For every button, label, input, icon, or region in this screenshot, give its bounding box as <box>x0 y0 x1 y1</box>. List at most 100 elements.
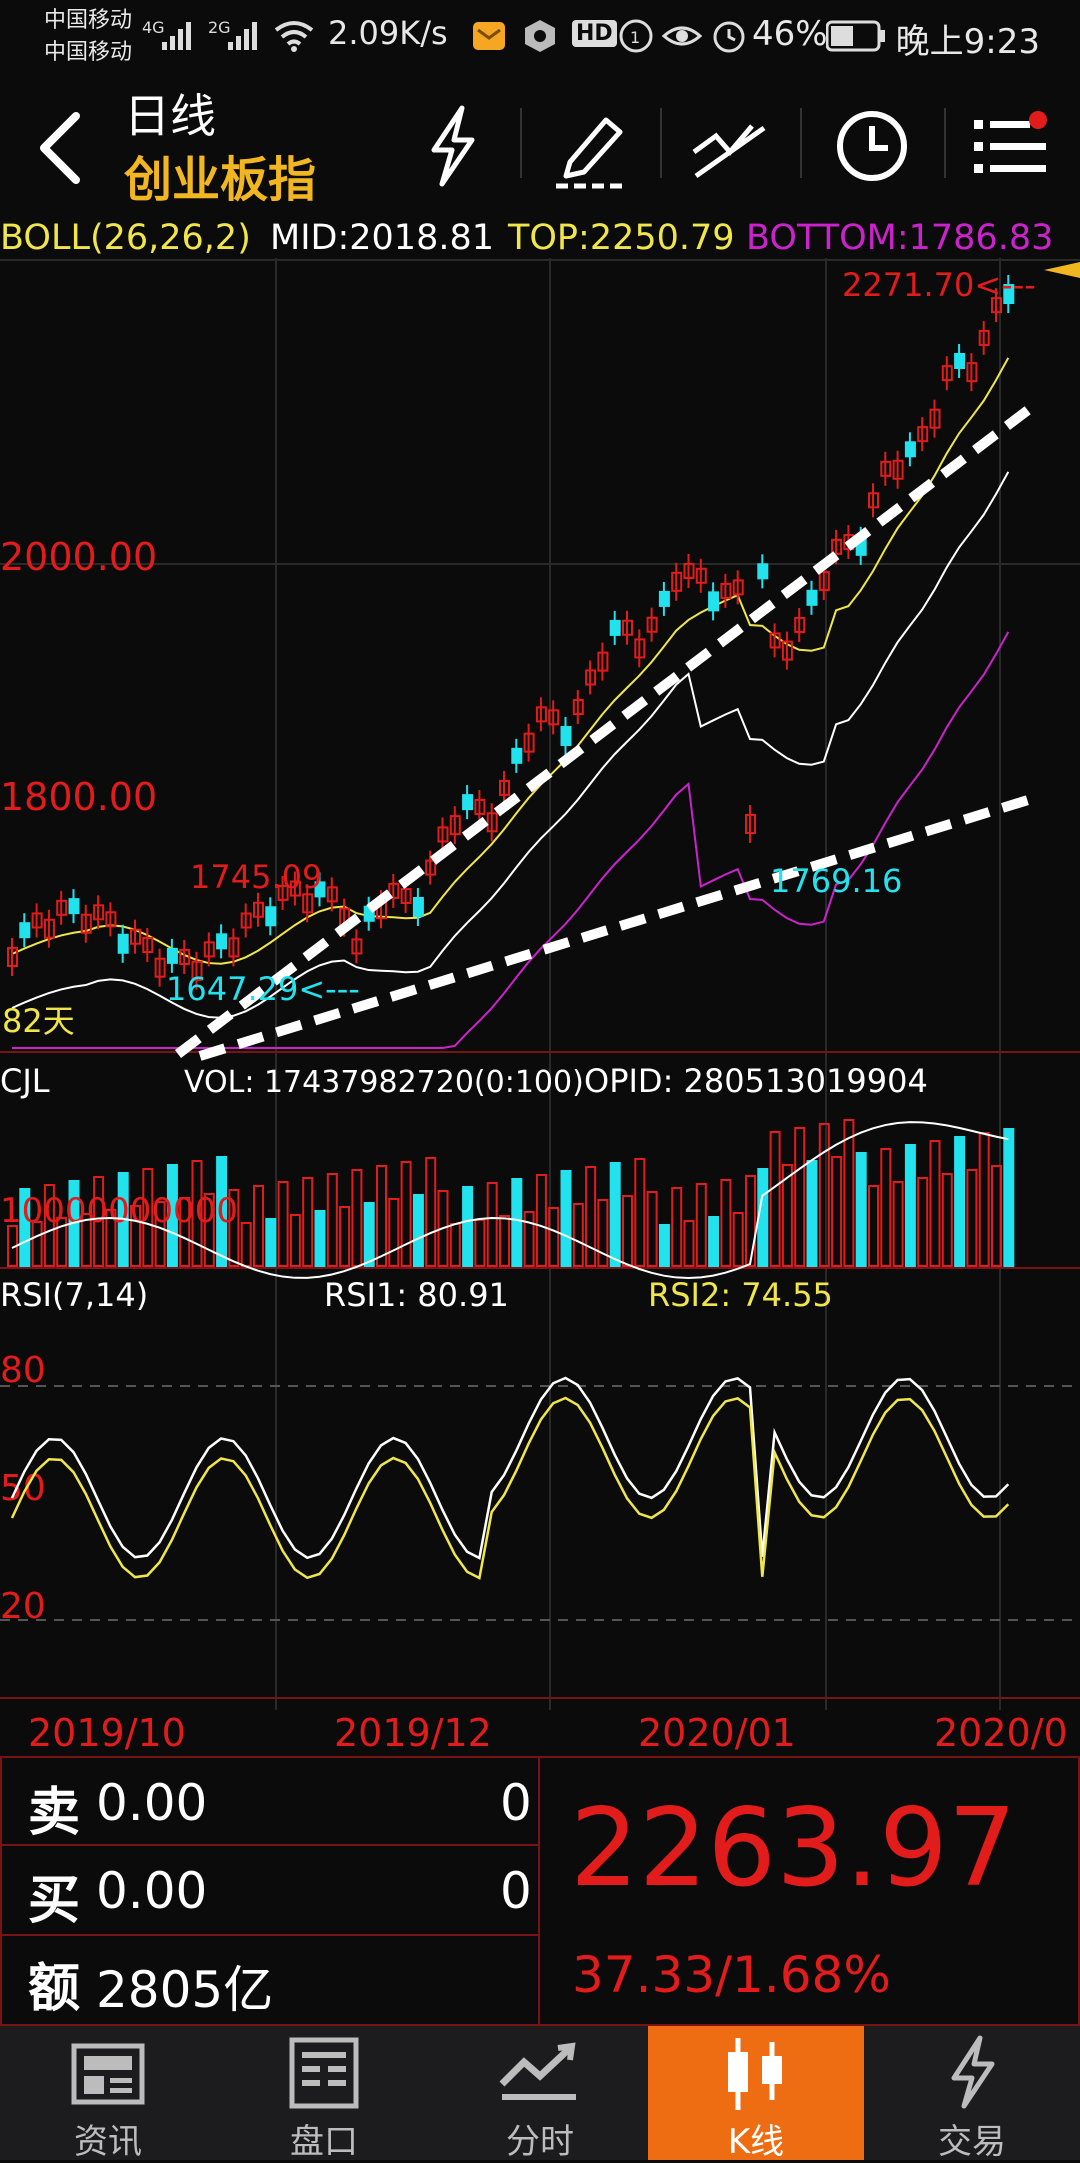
battery-icon <box>826 20 886 52</box>
boll-mid: MID:2018.81 <box>270 218 494 258</box>
candle <box>660 592 669 606</box>
volume-bar <box>279 1182 288 1266</box>
y-label-1800: 1800.00 <box>0 775 157 819</box>
opid-value: OPID: 280513019904 <box>584 1062 928 1100</box>
volume-bar <box>512 1179 521 1266</box>
volume-bar <box>709 1217 718 1266</box>
rsi-title: RSI(7,14) <box>0 1276 148 1314</box>
nav-timeshare[interactable]: 分时 <box>432 2026 648 2160</box>
volume-bar <box>426 1158 435 1266</box>
nav-trade[interactable]: 交易 <box>864 2026 1080 2160</box>
carrier-1: 中国移动 <box>44 6 132 36</box>
volume-value: VOL: 17437982720(0:100) <box>184 1065 584 1100</box>
candle <box>906 442 915 456</box>
back-arrow-icon[interactable] <box>30 108 90 188</box>
toolbar-divider <box>660 108 662 178</box>
volume-bar <box>574 1204 583 1266</box>
candle <box>463 795 472 809</box>
boll-bottom: BOTTOM:1786.83 <box>746 218 1053 258</box>
volume-bar <box>291 1215 300 1266</box>
volume-bar <box>746 1176 755 1266</box>
flash-icon[interactable] <box>408 102 496 190</box>
volume-bar <box>414 1195 423 1266</box>
nav-orderbook[interactable]: 盘口 <box>216 2026 432 2160</box>
date-label-1: 2019/10 <box>28 1711 186 1755</box>
nav-kline[interactable]: K线 <box>648 2026 864 2160</box>
wifi-icon <box>272 18 316 54</box>
volume-bar <box>266 1219 275 1266</box>
kline-chart-area[interactable]: 2000.00 1800.00 2271.70<--- 1745.09 1647… <box>0 258 1080 1758</box>
toolbar-divider <box>800 108 802 178</box>
volume-bar <box>463 1187 472 1266</box>
sell-price: 0.00 <box>96 1774 207 1832</box>
trade-icon <box>940 2034 1004 2110</box>
volume-bar <box>931 1141 940 1266</box>
rsi2-value: RSI2: 74.55 <box>648 1276 833 1314</box>
signal-icon <box>160 18 198 52</box>
volume-bar <box>254 1186 263 1266</box>
volume-bar <box>758 1169 767 1266</box>
boll-label: BOLL(26,26,2) <box>0 218 251 258</box>
volume-bar <box>955 1137 964 1266</box>
volume-axis-label: 10000000000 <box>0 1191 238 1231</box>
menu-icon[interactable] <box>966 102 1054 190</box>
volume-bar <box>1004 1129 1013 1266</box>
candle <box>562 727 571 745</box>
history-clock-icon[interactable] <box>828 102 916 190</box>
volume-bar <box>611 1163 620 1266</box>
trendline-upper <box>178 410 1028 1054</box>
sell-label: 卖 <box>28 1770 80 1845</box>
candle <box>217 934 226 948</box>
days-label: 82天 <box>2 1002 75 1040</box>
candle <box>758 564 767 578</box>
volume-bar <box>894 1182 903 1266</box>
trendline-icon[interactable] <box>686 102 774 190</box>
alarm-icon <box>710 16 748 54</box>
rsi1-value: RSI1: 80.91 <box>324 1276 509 1314</box>
kline-icon <box>718 2034 794 2114</box>
volume-bar <box>340 1207 349 1266</box>
volume-bar <box>389 1199 398 1266</box>
volume-title: CJL <box>0 1062 50 1100</box>
volume-bar <box>685 1221 694 1266</box>
volume-bar <box>623 1196 632 1266</box>
y-label-2000: 2000.00 <box>0 535 157 579</box>
volume-bar <box>451 1224 460 1266</box>
volume-bar <box>475 1220 484 1266</box>
current-price-marker <box>1044 262 1080 278</box>
candle <box>955 354 964 368</box>
volume-bar <box>242 1223 251 1266</box>
news-icon <box>70 2040 146 2106</box>
volume-bar <box>906 1145 915 1266</box>
nav-news[interactable]: 资讯 <box>0 2026 216 2160</box>
volume-bar <box>402 1162 411 1266</box>
top-bar: 日线 创业板指 <box>0 80 1080 210</box>
draw-pen-icon[interactable] <box>548 102 636 190</box>
volume-bar <box>672 1188 681 1266</box>
volume-bar <box>537 1175 546 1266</box>
volume-bar <box>648 1192 657 1266</box>
volume-bar <box>316 1211 325 1266</box>
price-change: 37.33/1.68% <box>572 1946 891 2004</box>
volume-bar <box>721 1180 730 1266</box>
volume-bar <box>857 1153 866 1266</box>
candle <box>70 899 79 913</box>
candle <box>168 949 177 963</box>
candle <box>808 591 817 605</box>
hd-badge: HD <box>572 20 617 47</box>
last-price: 2263.97 <box>570 1786 1017 1911</box>
volume-bar <box>771 1132 780 1266</box>
index-title: 创业板指 <box>124 140 316 210</box>
quote-panel: 卖 0.00 0 买 0.00 0 额 2805亿 2263.97 37.33/… <box>0 1756 1080 2026</box>
nav-timeshare-label: 分时 <box>432 2114 648 2163</box>
candle <box>709 592 718 610</box>
boll-indicator-bar: BOLL(26,26,2) MID:2018.81 TOP:2250.79 BO… <box>0 214 1080 264</box>
volume-bar <box>881 1149 890 1266</box>
svg-text:1: 1 <box>630 28 640 47</box>
candle <box>266 907 275 925</box>
buy-label: 买 <box>28 1858 80 1933</box>
boll-top: TOP:2250.79 <box>508 218 735 258</box>
orderbook-icon <box>288 2036 360 2110</box>
nav-news-label: 资讯 <box>0 2114 216 2163</box>
volume-bar <box>943 1174 952 1266</box>
